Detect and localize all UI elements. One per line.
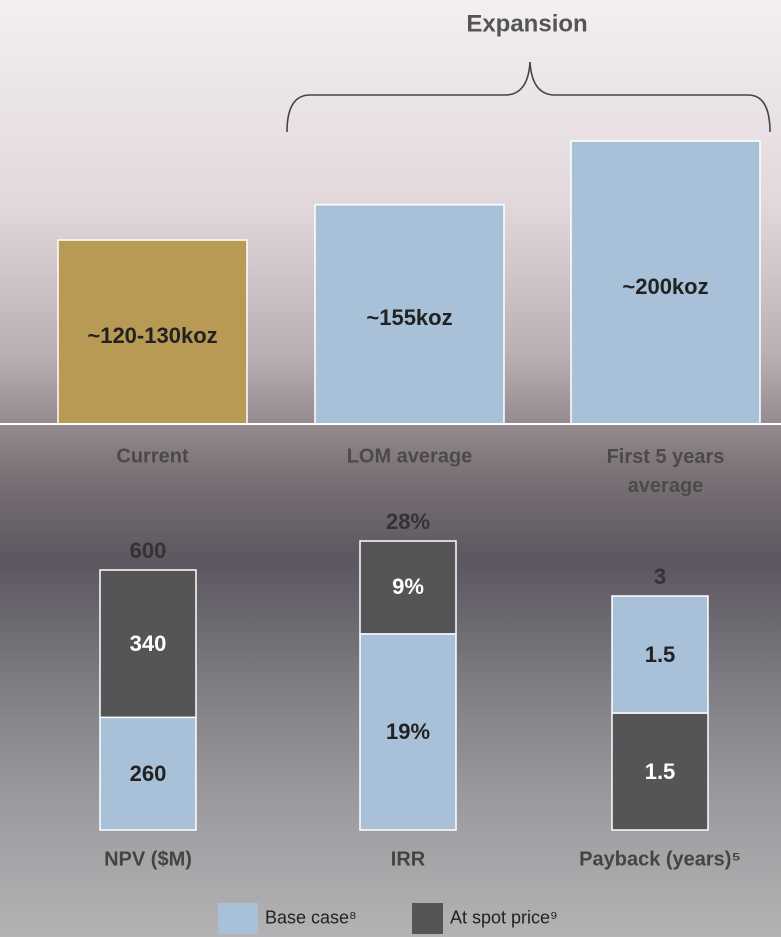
value-label: 1.5 — [644, 641, 676, 667]
annotation: Expansion — [466, 10, 588, 38]
total-label: 28% — [385, 509, 431, 535]
bar — [314, 203, 505, 425]
category-label: NPV ($M) — [104, 848, 192, 871]
value-label: ~120-130koz — [87, 323, 218, 349]
legend-swatch — [218, 903, 258, 934]
bar-segment — [99, 569, 197, 719]
bar-segment — [99, 716, 197, 831]
value-label: 19% — [385, 718, 431, 744]
legend-label: Base case⁸ — [265, 907, 357, 928]
value-label: 260 — [129, 760, 167, 786]
expansion-bracket — [286, 61, 771, 133]
category-label: IRR — [390, 848, 426, 871]
category-label: LOM average — [346, 445, 473, 468]
value-label: 340 — [129, 630, 167, 656]
total-label: 3 — [653, 564, 667, 590]
value-label: 9% — [392, 574, 424, 600]
legend-label: At spot price⁹ — [450, 907, 558, 928]
total-label: 600 — [129, 538, 167, 564]
bar-segment — [359, 540, 457, 635]
category-label: First 5 years average — [606, 446, 725, 497]
value-label: ~200koz — [622, 273, 709, 299]
category-label: Current — [116, 445, 189, 468]
legend-swatch — [412, 903, 443, 934]
bar-segment — [611, 712, 709, 831]
value-label: 1.5 — [644, 758, 676, 784]
value-label: ~155koz — [366, 305, 453, 331]
category-label: Payback (years)⁵ — [579, 848, 741, 871]
bar-segment — [359, 633, 457, 831]
bar-segment — [611, 595, 709, 714]
